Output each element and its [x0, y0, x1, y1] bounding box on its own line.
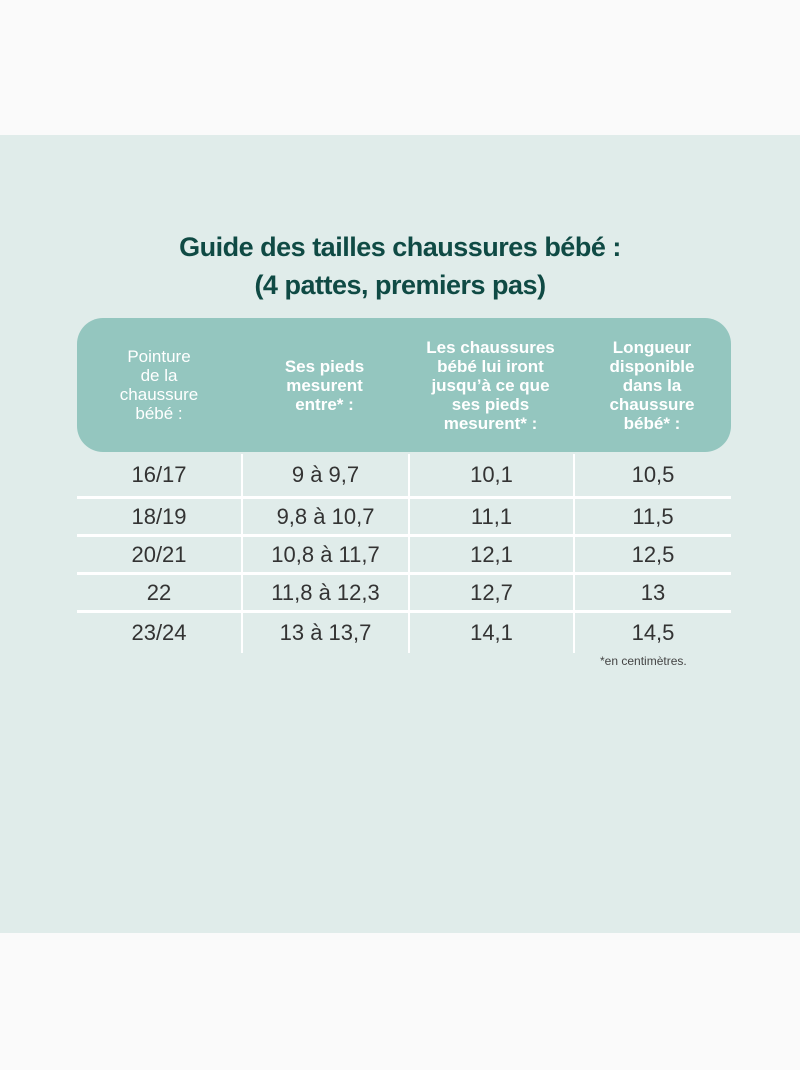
table-row: 16/17 9 à 9,7 10,1 10,5: [77, 454, 731, 499]
table-header: Pointure de la chaussure bébé : Ses pied…: [77, 318, 731, 452]
cell-fits-until: 10,1: [408, 454, 573, 496]
header-foot-range: Ses pieds mesurent entre* :: [284, 356, 365, 414]
footnote: *en centimètres.: [600, 654, 687, 668]
table-row: 22 11,8 à 12,3 12,7 13: [77, 575, 731, 613]
cell-length: 14,5: [573, 613, 731, 653]
cell-length: 11,5: [573, 499, 731, 534]
table-body: 16/17 9 à 9,7 10,1 10,5 18/19 9,8 à 10,7…: [77, 454, 731, 653]
header-available-length: Longueur disponible dans la chaussure bé…: [609, 337, 695, 433]
header-fits-until: Les chaussures bébé lui iront jusqu’à ce…: [426, 337, 555, 433]
table-row: 18/19 9,8 à 10,7 11,1 11,5: [77, 499, 731, 537]
cell-size: 23/24: [131, 620, 187, 645]
cell-range: 11,8 à 12,3: [241, 575, 408, 610]
cell-fits-until: 12,1: [408, 537, 573, 572]
cell-size: 20/21: [131, 541, 187, 567]
cell-range: 13 à 13,7: [241, 613, 408, 653]
cell-fits-until: 11,1: [408, 499, 573, 534]
cell-length: 10,5: [573, 454, 731, 496]
cell-range: 10,8 à 11,7: [241, 537, 408, 572]
cell-fits-until: 14,1: [408, 613, 573, 653]
title-line-1: Guide des tailles chaussures bébé :: [179, 232, 621, 262]
cell-size: 22: [146, 579, 172, 605]
cell-length: 13: [573, 575, 731, 610]
table-row: 20/21 10,8 à 11,7 12,1 12,5: [77, 537, 731, 575]
cell-range: 9,8 à 10,7: [241, 499, 408, 534]
table-row: 23/24 13 à 13,7 14,1 14,5: [77, 613, 731, 653]
header-shoe-size: Pointure de la chaussure bébé :: [119, 347, 199, 423]
cell-size: 16/17: [131, 462, 187, 487]
cell-range: 9 à 9,7: [241, 454, 408, 496]
title-line-2: (4 pattes, premiers pas): [254, 270, 546, 300]
cell-length: 12,5: [573, 537, 731, 572]
cell-size: 18/19: [131, 503, 187, 529]
cell-fits-until: 12,7: [408, 575, 573, 610]
